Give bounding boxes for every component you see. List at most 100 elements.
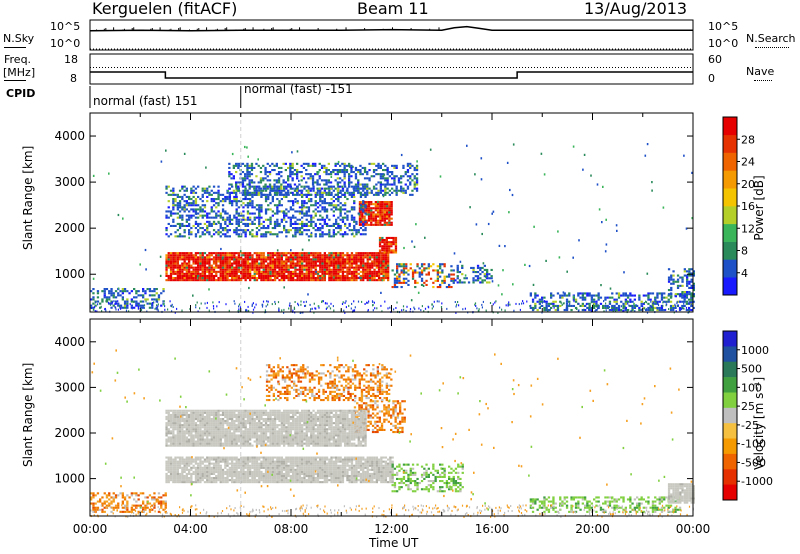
echo-cell [305,268,308,271]
echo-cell [190,214,193,217]
echo-cell [631,304,634,307]
echo-cell [323,218,326,221]
echo-cell [292,204,295,207]
echo-cell [285,277,288,280]
echo-cell [296,210,299,213]
scatter-echo [633,302,635,305]
near-range-echo [577,309,579,312]
echo-cell [287,191,290,194]
echo-cell [294,210,297,213]
echo-cell [246,218,250,221]
echo-cell [380,260,383,263]
echo-cell [192,214,195,217]
echo-cell [310,220,313,223]
echo-cell [362,185,365,188]
echo-cell [157,298,161,301]
echo-cell [348,210,351,213]
echo-cell [221,475,225,478]
echo-cell [221,262,225,265]
echo-cell [258,468,261,471]
echo-cell [142,294,145,297]
echo-cell [353,258,356,261]
echo-cell [287,252,290,255]
echo-cell [210,189,213,192]
echo-cell [579,296,582,299]
echo-cell [649,306,652,309]
echo-cell [253,270,256,273]
echo-cell [210,264,213,267]
scatter-echo [415,223,417,226]
echo-cell [217,260,220,263]
scatter-echo [159,255,162,258]
near-range-echo [292,309,294,312]
echo-cell [368,270,372,273]
echo-cell [458,271,462,274]
echo-cell [330,235,333,238]
echo-cell [672,278,675,281]
echo-cell [344,204,347,207]
scatter-echo [92,308,95,311]
echo-cell [269,272,272,275]
echo-cell [253,470,256,473]
echo-cell [212,258,216,261]
echo-cell [178,200,182,203]
echo-cell [228,279,231,282]
echo-cell [292,193,295,196]
echo-cell [99,302,102,305]
echo-cell [226,262,229,265]
echo-cell [183,252,186,255]
echo-cell [199,481,202,484]
echo-cell [423,267,426,270]
echo-cell [292,279,295,282]
near-range-echo [485,309,487,312]
echo-cell [226,216,229,219]
echo-cell [280,193,283,196]
echo-cell [253,266,256,269]
echo-cell [366,258,369,261]
echo-cell [185,274,188,277]
near-range-echo [246,309,248,312]
echo-cell [237,466,240,469]
echo-cell [396,267,399,270]
echo-cell [330,274,333,277]
echo-cell [565,309,569,312]
near-range-echo [544,307,546,310]
echo-cell [366,193,369,196]
echo-cell [176,270,179,273]
echo-cell [233,216,236,219]
echo-cell [181,458,184,461]
scatter-echo [543,173,546,176]
echo-cell [203,187,207,190]
echo-cell [597,292,600,295]
echo-cell [185,252,188,255]
echo-cell [267,218,270,221]
echo-cell [486,273,489,276]
echo-cell [346,279,349,282]
echo-cell [402,269,406,272]
echo-cell [278,264,281,267]
near-range-echo [675,310,677,312]
echo-cell [372,207,375,210]
echo-cell [92,296,95,299]
echo-cell [339,256,342,259]
echo-cell [230,177,233,180]
echo-cell [672,304,675,307]
echo-cell [672,309,675,312]
echo-cell [327,179,330,182]
echo-cell [206,258,209,261]
echo-cell [237,264,240,267]
echo-cell [365,221,368,224]
near-range-echo [174,311,176,314]
echo-cell [450,273,453,276]
echo-cell [271,262,274,265]
echo-cell [319,193,322,196]
echo-cell [248,166,251,169]
echo-cell [688,291,691,294]
echo-cell [197,231,200,234]
scatter-echo [429,148,432,151]
echo-cell [273,185,276,188]
echo-cell [255,475,259,478]
near-range-echo [615,308,617,311]
echo-cell [153,298,156,301]
echo-cell [633,304,636,307]
